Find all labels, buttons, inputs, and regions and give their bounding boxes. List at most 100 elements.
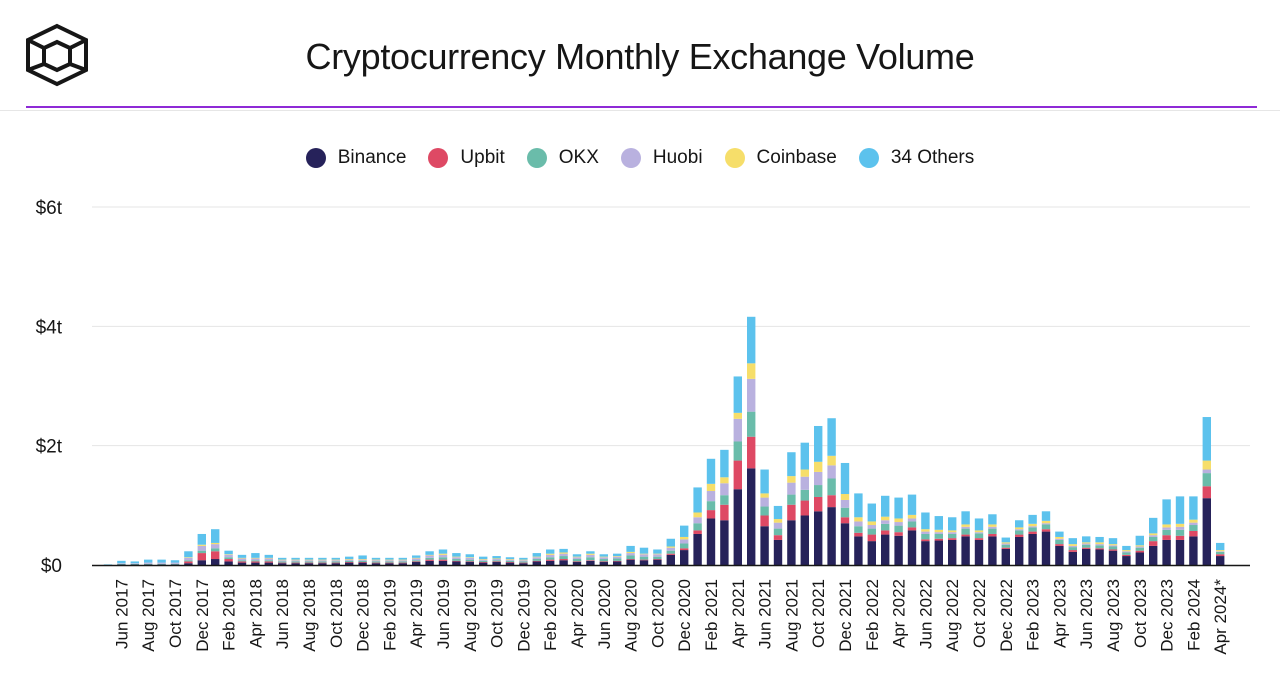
bar-segment-upbit[interactable]: Mar 2018 · Upbit: $0.02t: [237, 561, 247, 563]
bar-segment-upbit[interactable]: Sep 2019 · Upbit: $0.01t: [479, 562, 488, 563]
bar-segment-coinbase[interactable]: May 2022 · Coinbase: $0.06t: [907, 514, 917, 519]
bar-segment-34-others[interactable]: May 2021 · 34 Others: $0.78t: [747, 316, 756, 364]
bar-segment-coinbase[interactable]: Apr 2020 · Coinbase: $0.01t: [572, 556, 582, 558]
bar-segment-binance[interactable]: Sep 2022 · Binance: $0.48t: [961, 536, 970, 565]
bar-segment-okx[interactable]: Aug 2023 · OKX: $0.05t: [1108, 546, 1118, 550]
bar-segment-34-others[interactable]: Sep 2018 · 34 Others: $0.03t: [318, 557, 327, 560]
bar-segment-binance[interactable]: Nov 2019 · Binance: $0.04t: [505, 562, 515, 565]
bar-segment-34-others[interactable]: Apr 2018 · 34 Others: $0.08t: [251, 553, 260, 558]
bar-segment-binance[interactable]: Jun 2019 · Binance: $0.07t: [438, 560, 448, 565]
bar-segment-34-others[interactable]: Apr 2023 · 34 Others: $0.09t: [1055, 531, 1064, 537]
bar-segment-binance[interactable]: Feb 2019 · Binance: $0.03t: [385, 563, 394, 565]
bar-segment-huobi[interactable]: May 2019 · Huobi: $0.04t: [425, 555, 434, 558]
bar-segment-coinbase[interactable]: Mar 2023 · Coinbase: $0.04t: [1041, 520, 1051, 524]
bar-segment-upbit[interactable]: Jan 2024 · Upbit: $0.07t: [1175, 535, 1185, 540]
bar-segment-34-others[interactable]: Feb 2019 · 34 Others: $0.03t: [385, 557, 394, 560]
bar-segment-okx[interactable]: May 2021 · OKX: $0.42t: [747, 411, 756, 437]
bar-segment-upbit[interactable]: Jun 2022 · Upbit: $0.03t: [921, 539, 930, 542]
bar-segment-34-others[interactable]: Oct 2021 · 34 Others: $0.6t: [814, 425, 823, 462]
bar-segment-huobi[interactable]: Jul 2021 · Huobi: $0.1t: [773, 522, 783, 529]
bar-segment-coinbase[interactable]: Apr 2018 · Coinbase: $0.01t: [251, 557, 260, 559]
bar-segment-34-others[interactable]: Apr 2021 · 34 Others: $0.61t: [733, 376, 742, 413]
bar-segment-coinbase[interactable]: Jan 2020 · Coinbase: $0.01t: [532, 556, 541, 558]
bar-segment-34-others[interactable]: Feb 2020 · 34 Others: $0.07t: [546, 549, 555, 554]
bar-segment-okx[interactable]: Dec 2017 · OKX: $0.04t: [197, 550, 206, 554]
bar-segment-34-others[interactable]: Dec 2019 · 34 Others: $0.03t: [519, 557, 528, 560]
bar-segment-binance[interactable]: Jan 2021 · Binance: $0.52t: [693, 533, 702, 565]
bar-segment-okx[interactable]: Jun 2022 · OKX: $0.09t: [921, 533, 930, 540]
bar-segment-okx[interactable]: Nov 2018 · OKX: $0.02t: [345, 560, 354, 563]
bar-segment-upbit[interactable]: Nov 2019 · Upbit: $0.01t: [505, 562, 515, 563]
bar-segment-binance[interactable]: Nov 2021 · Binance: $0.97t: [827, 507, 836, 565]
bar-segment-coinbase[interactable]: May 2023 · Coinbase: $0.03t: [1068, 544, 1077, 546]
bar-segment-upbit[interactable]: Oct 2019 · Upbit: $0.01t: [492, 561, 501, 563]
bar-segment-34-others[interactable]: Dec 2022 · 34 Others: $0.08t: [1001, 537, 1010, 543]
bar-segment-okx[interactable]: Feb 2022 · OKX: $0.1t: [867, 528, 876, 535]
bar-segment-coinbase[interactable]: Oct 2022 · Coinbase: $0.03t: [974, 530, 984, 533]
bar-segment-coinbase[interactable]: Jan 2021 · Coinbase: $0.08t: [693, 512, 702, 518]
bar-segment-huobi[interactable]: Jun 2023 · Huobi: $0.02t: [1082, 543, 1091, 545]
bar-segment-okx[interactable]: May 2019 · OKX: $0.03t: [425, 557, 434, 560]
bar-segment-binance[interactable]: Oct 2018 · Binance: $0.03t: [331, 563, 340, 565]
bar-segment-huobi[interactable]: Feb 2018 · Huobi: $0.04t: [224, 554, 233, 558]
bar-segment-upbit[interactable]: Jun 2023 · Upbit: $0.02t: [1082, 547, 1091, 549]
bar-segment-okx[interactable]: Mar 2024 · OKX: $0.22t: [1202, 473, 1211, 487]
bar-segment-okx[interactable]: Dec 2022 · OKX: $0.05t: [1001, 544, 1010, 548]
bar-segment-okx[interactable]: Nov 2023 · OKX: $0.07t: [1149, 536, 1158, 542]
bar-segment-huobi[interactable]: Jan 2024 · Huobi: $0.05t: [1175, 526, 1185, 530]
bar-segment-34-others[interactable]: Dec 2020 · 34 Others: $0.19t: [680, 525, 689, 537]
bar-segment-okx[interactable]: Dec 2020 · OKX: $0.08t: [680, 543, 689, 549]
bar-segment-upbit[interactable]: Jul 2021 · Upbit: $0.08t: [773, 535, 783, 540]
bar-segment-okx[interactable]: May 2022 · OKX: $0.1t: [907, 521, 917, 528]
bar-segment-binance[interactable]: Feb 2021 · Binance: $0.78t: [706, 518, 716, 565]
bar-segment-34-others[interactable]: Oct 2019 · 34 Others: $0.04t: [492, 556, 501, 559]
bar-segment-upbit[interactable]: Feb 2023 · Upbit: $0.04t: [1028, 531, 1037, 534]
bar-segment-coinbase[interactable]: Jul 2023 · Coinbase: $0.03t: [1095, 542, 1104, 545]
bar-segment-upbit[interactable]: Aug 2020 · Upbit: $0.01t: [626, 559, 635, 560]
bar-segment-binance[interactable]: Jul 2019 · Binance: $0.06t: [452, 561, 461, 565]
bar-segment-upbit[interactable]: Oct 2023 · Upbit: $0.03t: [1135, 550, 1144, 553]
bar-segment-huobi[interactable]: May 2022 · Huobi: $0.05t: [907, 518, 917, 522]
bar-segment-coinbase[interactable]: Feb 2020 · Coinbase: $0.02t: [546, 553, 555, 555]
bar-segment-coinbase[interactable]: May 2019 · Coinbase: $0.01t: [425, 554, 434, 556]
bar-segment-upbit[interactable]: Apr 2021 · Upbit: $0.48t: [733, 460, 742, 490]
bar-segment-okx[interactable]: Apr 2023 · OKX: $0.07t: [1055, 539, 1064, 545]
bar-segment-binance[interactable]: Mar 2021 · Binance: $0.75t: [720, 520, 729, 565]
bar-segment-upbit[interactable]: Feb 2018 · Upbit: $0.04t: [224, 559, 233, 562]
bar-segment-okx[interactable]: Sep 2019 · OKX: $0.02t: [479, 560, 488, 563]
bar-segment-34-others[interactable]: Jan 2022 · 34 Others: $0.4t: [854, 493, 863, 518]
bar-segment-34-others[interactable]: Jul 2023 · 34 Others: $0.09t: [1095, 536, 1104, 543]
bar-segment-coinbase[interactable]: Sep 2021 · Coinbase: $0.12t: [800, 469, 809, 477]
bar-segment-upbit[interactable]: Jul 2023 · Upbit: $0.02t: [1095, 548, 1104, 550]
bar-segment-okx[interactable]: May 2023 · OKX: $0.05t: [1068, 547, 1077, 551]
bar-segment-okx[interactable]: Jun 2020 · OKX: $0.04t: [599, 559, 608, 562]
bar-segment-huobi[interactable]: Nov 2019 · Huobi: $0.02t: [505, 559, 515, 561]
bar-segment-binance[interactable]: Apr 2024* · Binance: $0.15t: [1216, 556, 1225, 565]
bar-segment-binance[interactable]: Feb 2022 · Binance: $0.4t: [867, 541, 876, 565]
bar-segment-34-others[interactable]: Jun 2022 · 34 Others: $0.28t: [921, 512, 930, 530]
bar-segment-binance[interactable]: Dec 2020 · Binance: $0.25t: [680, 550, 689, 565]
bar-segment-34-others[interactable]: Nov 2019 · 34 Others: $0.03t: [505, 557, 515, 560]
bar-segment-okx[interactable]: Apr 2020 · OKX: $0.04t: [572, 559, 582, 562]
bar-segment-coinbase[interactable]: Nov 2018 · Coinbase: $0.01t: [345, 559, 354, 560]
bar-segment-binance[interactable]: Jul 2018 · Binance: $0.03t: [291, 563, 300, 565]
bar-segment-34-others[interactable]: Feb 2018 · 34 Others: $0.06t: [224, 550, 233, 555]
bar-segment-okx[interactable]: Feb 2023 · OKX: $0.07t: [1028, 527, 1037, 532]
bar-segment-upbit[interactable]: Sep 2023 · Upbit: $0.02t: [1122, 554, 1131, 557]
bar-segment-okx[interactable]: Nov 2019 · OKX: $0.02t: [505, 560, 515, 563]
bar-segment-okx[interactable]: Oct 2021 · OKX: $0.2t: [814, 485, 823, 497]
bar-segment-binance[interactable]: Aug 2019 · Binance: $0.05t: [465, 562, 474, 565]
bar-segment-34-others[interactable]: Oct 2023 · 34 Others: $0.16t: [1135, 535, 1144, 546]
bar-segment-upbit[interactable]: Dec 2020 · Upbit: $0.03t: [680, 548, 689, 551]
bar-segment-huobi[interactable]: Mar 2018 · Huobi: $0.03t: [237, 558, 247, 561]
bar-segment-okx[interactable]: Jan 2018 · OKX: $0.05t: [211, 548, 220, 552]
bar-segment-huobi[interactable]: Oct 2017 · Huobi: $0.02t: [170, 562, 180, 564]
bar-segment-upbit[interactable]: Nov 2017 · Upbit: $0.03t: [184, 561, 193, 564]
bar-segment-huobi[interactable]: Feb 2024 · Huobi: $0.04t: [1189, 522, 1198, 526]
bar-segment-34-others[interactable]: Jan 2024 · 34 Others: $0.46t: [1175, 496, 1185, 524]
bar-segment-coinbase[interactable]: Jan 2022 · Coinbase: $0.07t: [854, 517, 863, 522]
bar-segment-upbit[interactable]: Nov 2018 · Upbit: $0.01t: [345, 562, 354, 563]
bar-segment-upbit[interactable]: Jan 2018 · Upbit: $0.13t: [211, 551, 220, 560]
bar-segment-okx[interactable]: Jun 2021 · OKX: $0.15t: [760, 506, 769, 516]
bar-segment-huobi[interactable]: Apr 2022 · Huobi: $0.06t: [894, 522, 903, 526]
